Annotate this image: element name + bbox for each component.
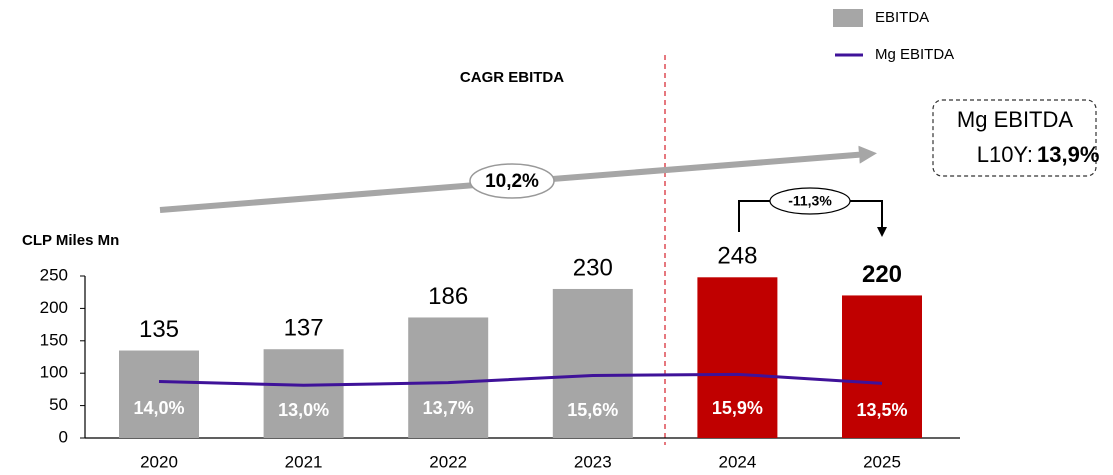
legend-label: EBITDA [875,9,929,26]
bar [119,350,199,438]
line-value-label: 15,6% [567,400,618,420]
cagr-bubble [469,163,555,199]
legend-swatch [833,9,863,27]
bar-value-label: 137 [284,315,324,342]
line-value-label: 14,0% [133,398,184,418]
bar-value-label: 248 [717,243,757,270]
cagr-title: CAGR EBITDA [460,69,564,86]
x-tick-label: 2024 [718,452,756,471]
line-value-label: 13,5% [856,400,907,420]
line-value-label: 15,9% [712,398,763,418]
y-tick-label: 100 [40,363,68,382]
y-tick-label: 0 [59,427,68,446]
change-bubble [769,187,851,215]
y-tick-label: 200 [40,298,68,317]
line-value-label: 13,7% [423,398,474,418]
summary-box [932,99,1097,177]
change-value: -11,3% [788,193,832,209]
x-tick-label: 2021 [285,452,323,471]
x-tick-label: 2020 [140,452,178,471]
x-tick-label: 2025 [863,452,901,471]
bar-value-label: 135 [139,316,179,343]
box-value: 13,9% [1037,142,1099,167]
line-value-label: 13,0% [278,400,329,420]
cagr-value: 10,2% [485,171,539,192]
y-tick-label: 50 [49,395,68,414]
bar [552,288,633,438]
unit-label: CLP Miles Mn [22,232,119,249]
bar [263,349,344,438]
bar [842,295,922,438]
bar [408,317,489,438]
y-tick-label: 250 [40,265,68,284]
line [158,372,883,387]
x-tick-label: 2022 [429,452,467,471]
box-prefix: L10Y: [977,142,1033,167]
bar [697,277,778,438]
bar-value-label: 230 [573,254,613,281]
bar-value-label: 186 [428,283,468,310]
bar-value-label: 220 [862,261,902,288]
y-tick-label: 150 [40,330,68,349]
legend-label: Mg EBITDA [875,46,954,63]
box-title: Mg EBITDA [957,107,1073,132]
x-tick-label: 2023 [574,452,612,471]
